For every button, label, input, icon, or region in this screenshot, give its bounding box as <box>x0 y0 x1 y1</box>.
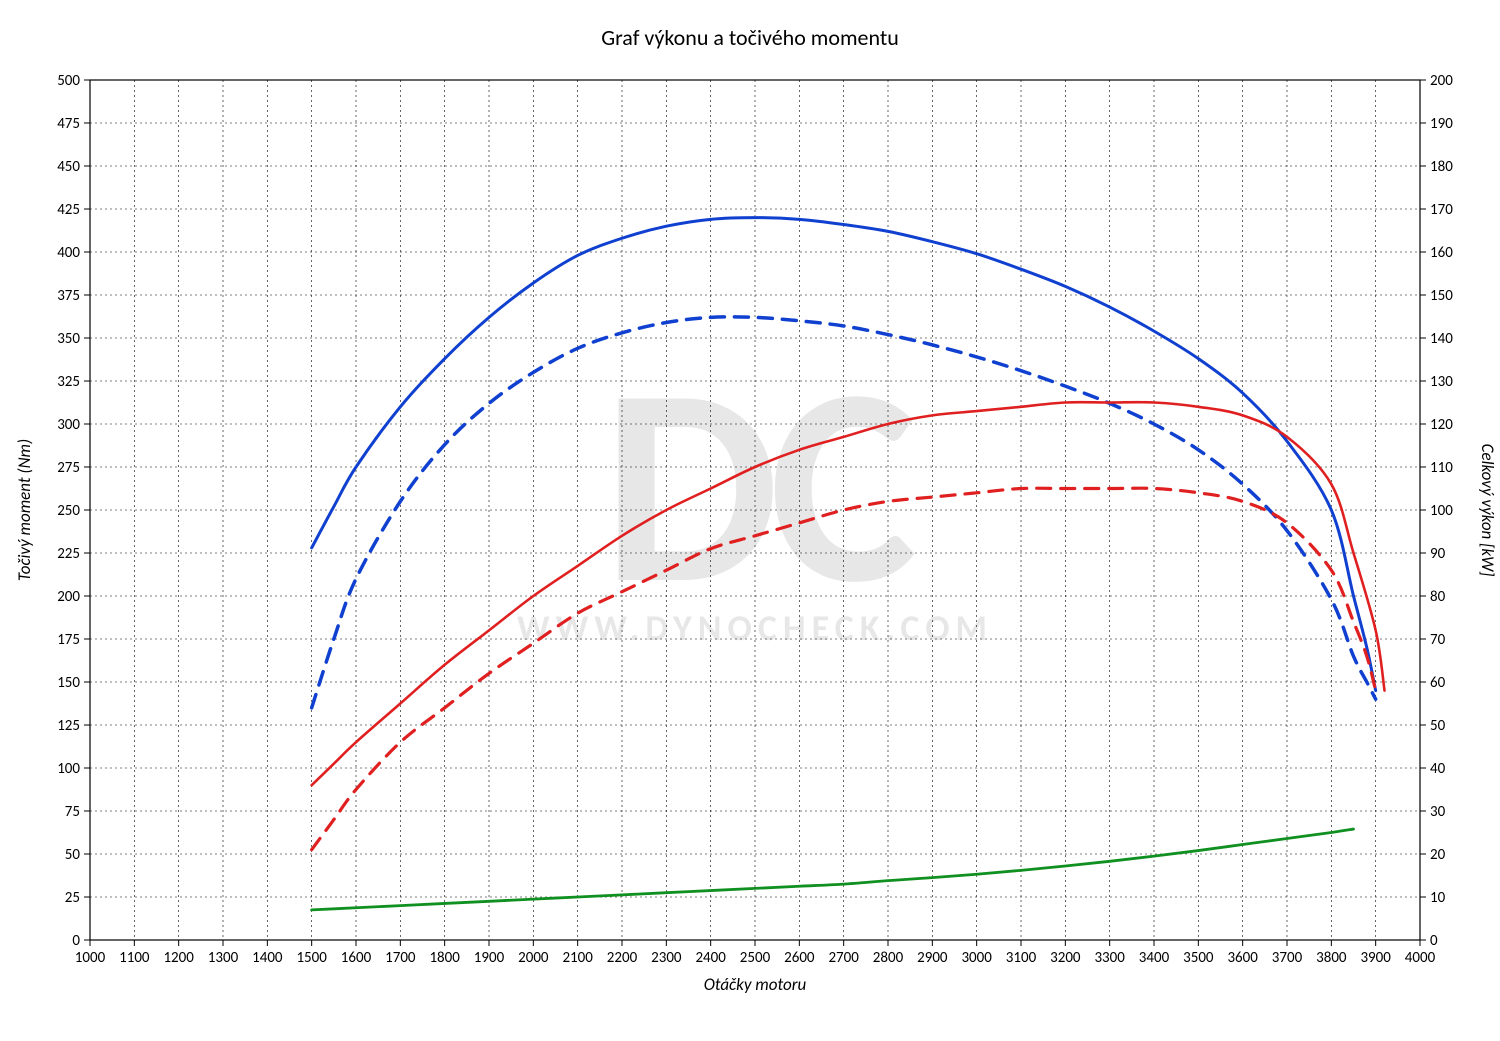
svg-text:100: 100 <box>57 760 80 778</box>
svg-text:1000: 1000 <box>75 949 106 967</box>
svg-text:120: 120 <box>1430 416 1453 434</box>
svg-text:100: 100 <box>1430 502 1453 520</box>
svg-text:1600: 1600 <box>341 949 372 967</box>
svg-text:150: 150 <box>57 674 80 692</box>
svg-text:20: 20 <box>1430 846 1446 864</box>
svg-text:250: 250 <box>57 502 80 520</box>
svg-text:325: 325 <box>57 373 80 391</box>
dyno-chart: DCWWW.DYNOCHECK.COM100011001200130014001… <box>0 0 1500 1041</box>
svg-text:2200: 2200 <box>607 949 638 967</box>
svg-text:1800: 1800 <box>429 949 460 967</box>
svg-text:3100: 3100 <box>1006 949 1037 967</box>
svg-text:2300: 2300 <box>651 949 682 967</box>
svg-text:4000: 4000 <box>1405 949 1436 967</box>
svg-text:40: 40 <box>1430 760 1446 778</box>
svg-text:140: 140 <box>1430 330 1453 348</box>
svg-text:3200: 3200 <box>1050 949 1081 967</box>
svg-text:1900: 1900 <box>474 949 505 967</box>
svg-text:425: 425 <box>57 201 80 219</box>
svg-text:3600: 3600 <box>1227 949 1258 967</box>
svg-text:25: 25 <box>65 889 80 907</box>
svg-text:175: 175 <box>57 631 80 649</box>
svg-text:1400: 1400 <box>252 949 283 967</box>
svg-text:450: 450 <box>57 158 80 176</box>
svg-text:3700: 3700 <box>1272 949 1303 967</box>
svg-text:30: 30 <box>1430 803 1446 821</box>
svg-text:500: 500 <box>57 72 80 90</box>
svg-text:180: 180 <box>1430 158 1453 176</box>
svg-text:0: 0 <box>1430 932 1438 950</box>
svg-text:3900: 3900 <box>1360 949 1391 967</box>
svg-text:2600: 2600 <box>784 949 815 967</box>
svg-text:70: 70 <box>1430 631 1446 649</box>
svg-text:300: 300 <box>57 416 80 434</box>
svg-text:2100: 2100 <box>562 949 593 967</box>
svg-text:3400: 3400 <box>1139 949 1170 967</box>
svg-text:1700: 1700 <box>385 949 416 967</box>
svg-text:2900: 2900 <box>917 949 948 967</box>
svg-text:200: 200 <box>1430 72 1453 90</box>
svg-text:160: 160 <box>1430 244 1453 262</box>
svg-text:50: 50 <box>65 846 81 864</box>
svg-text:475: 475 <box>57 115 80 133</box>
svg-text:130: 130 <box>1430 373 1453 391</box>
svg-text:50: 50 <box>1430 717 1446 735</box>
svg-text:275: 275 <box>57 459 80 477</box>
svg-text:1300: 1300 <box>208 949 239 967</box>
svg-text:375: 375 <box>57 287 80 305</box>
svg-text:400: 400 <box>57 244 80 262</box>
svg-text:3500: 3500 <box>1183 949 1214 967</box>
svg-text:2400: 2400 <box>695 949 726 967</box>
x-axis-label: Otáčky motoru <box>704 974 807 995</box>
svg-text:150: 150 <box>1430 287 1453 305</box>
svg-text:170: 170 <box>1430 201 1453 219</box>
svg-text:200: 200 <box>57 588 80 606</box>
svg-text:125: 125 <box>57 717 80 735</box>
y-axis-left-label: Točivý moment (Nm) <box>14 439 35 581</box>
svg-text:225: 225 <box>57 545 80 563</box>
svg-text:0: 0 <box>72 932 80 950</box>
svg-text:90: 90 <box>1430 545 1446 563</box>
svg-text:3800: 3800 <box>1316 949 1347 967</box>
svg-text:1200: 1200 <box>163 949 194 967</box>
y-axis-right-label: Celkový výkon [kW] <box>1477 444 1498 577</box>
svg-text:3000: 3000 <box>961 949 992 967</box>
svg-text:350: 350 <box>57 330 80 348</box>
svg-text:1100: 1100 <box>119 949 150 967</box>
chart-title: Graf výkonu a točivého momentu <box>601 24 899 51</box>
svg-text:110: 110 <box>1430 459 1453 477</box>
svg-text:190: 190 <box>1430 115 1453 133</box>
svg-text:2000: 2000 <box>518 949 549 967</box>
svg-text:60: 60 <box>1430 674 1446 692</box>
svg-text:80: 80 <box>1430 588 1446 606</box>
svg-text:2500: 2500 <box>740 949 771 967</box>
watermark-logo: DC <box>603 314 918 656</box>
svg-text:10: 10 <box>1430 889 1446 907</box>
svg-text:3300: 3300 <box>1094 949 1125 967</box>
svg-text:1500: 1500 <box>296 949 327 967</box>
svg-text:75: 75 <box>65 803 80 821</box>
svg-text:2700: 2700 <box>828 949 859 967</box>
svg-text:2800: 2800 <box>873 949 904 967</box>
watermark-url: WWW.DYNOCHECK.COM <box>517 606 993 650</box>
